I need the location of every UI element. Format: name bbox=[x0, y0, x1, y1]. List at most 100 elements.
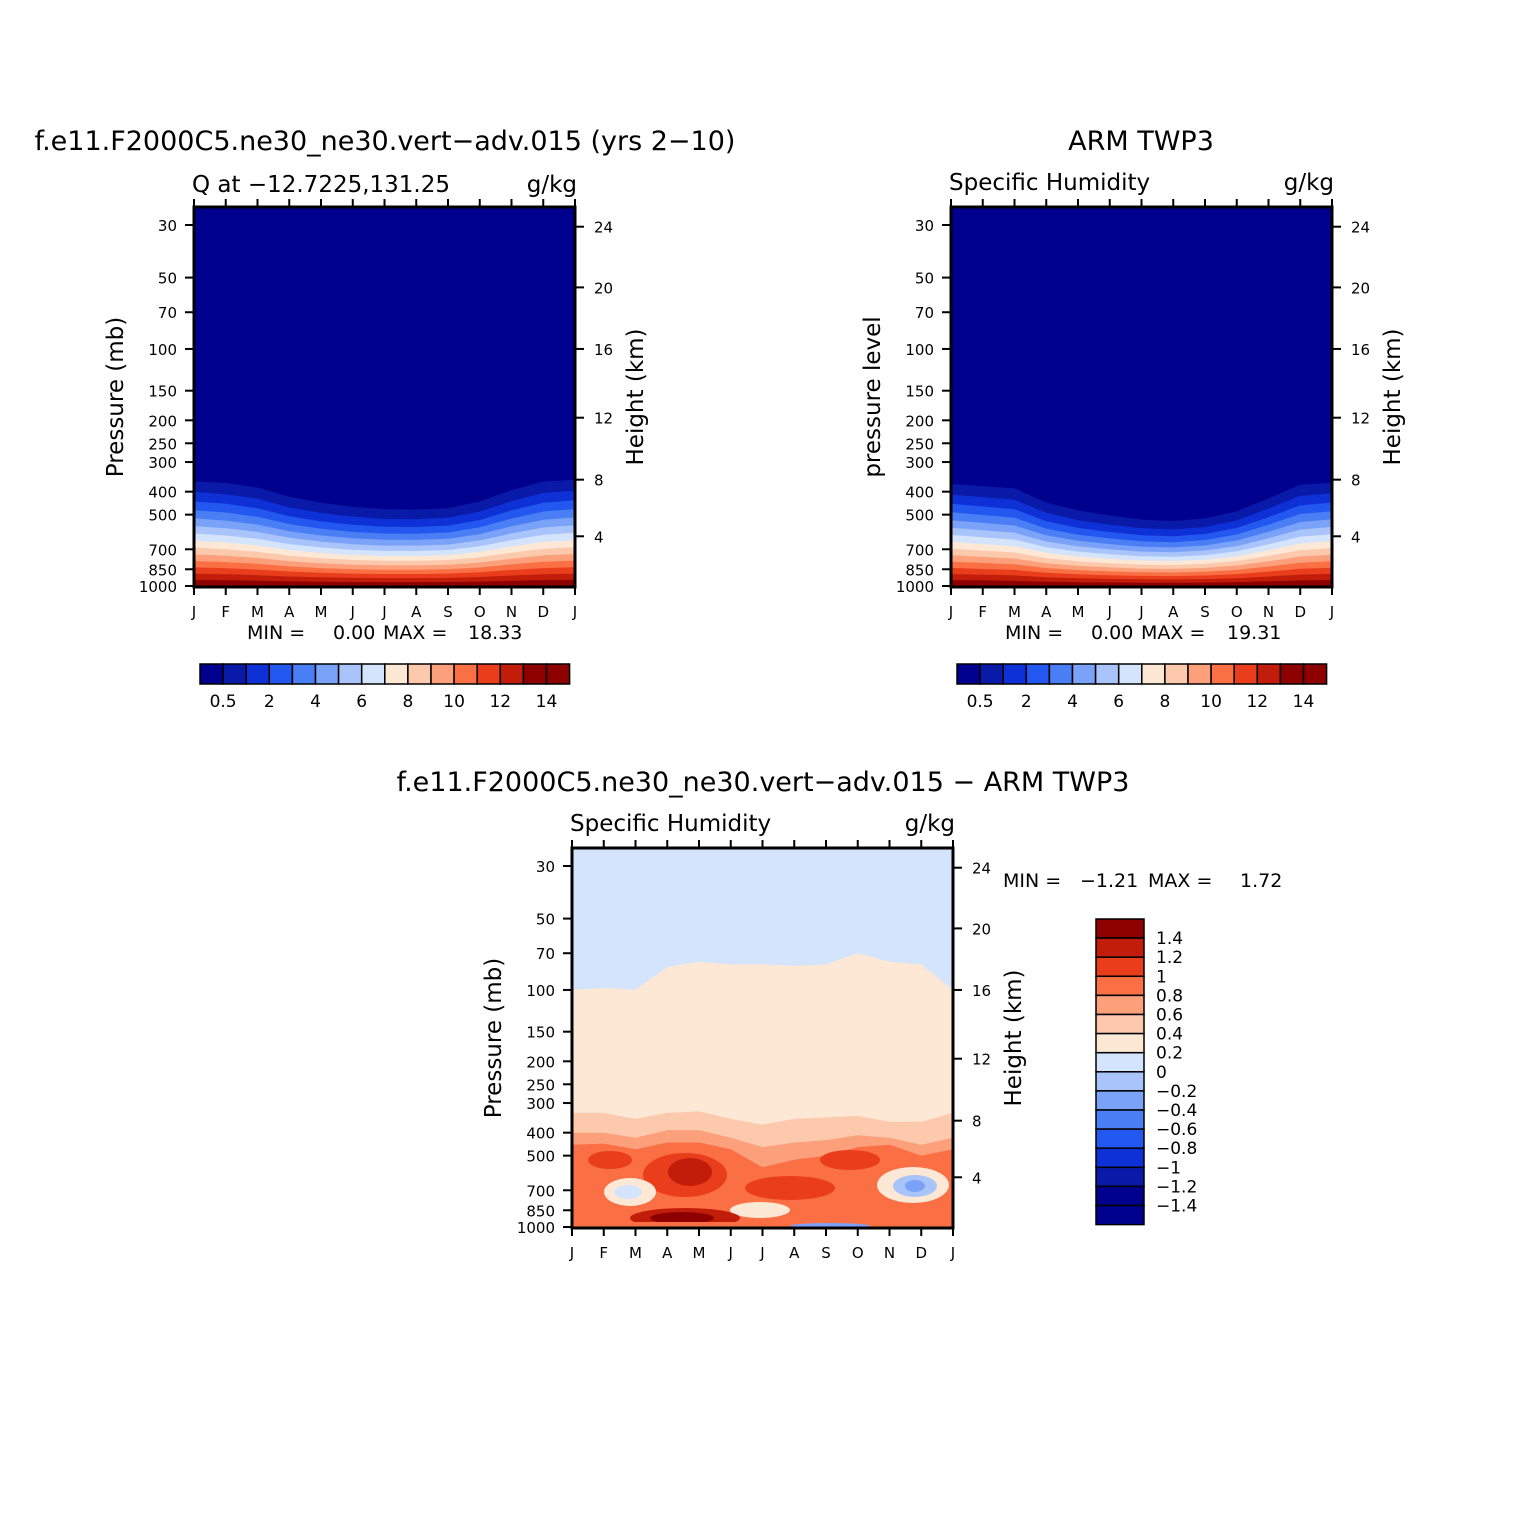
panel-c-ylabel-right: Height (km) bbox=[1001, 969, 1027, 1106]
panel-c-subtitle-right: g/kg bbox=[905, 811, 955, 837]
panel-b-colorbar-label: 0.5 bbox=[967, 692, 994, 712]
panel-c-colorbar-swatch bbox=[1095, 1013, 1145, 1035]
panel-c-ytick-label: 850 bbox=[526, 1202, 555, 1220]
panel-b-colorbar-swatch bbox=[1002, 663, 1028, 685]
panel-c-xtick-label: S bbox=[821, 1244, 831, 1262]
panel-a-ytick-label: 500 bbox=[148, 507, 177, 525]
panel-a-colorbar-swatch bbox=[453, 663, 478, 685]
panel-c-ytick-label: 50 bbox=[536, 911, 555, 929]
panel-a-xtick-label: A bbox=[411, 603, 422, 621]
panel-c-colorbar-label: 0.8 bbox=[1156, 986, 1183, 1006]
panel-c-colorbar-swatch bbox=[1095, 994, 1145, 1016]
panel-c-ytick-label: 500 bbox=[526, 1148, 555, 1166]
panel-c-colorbar-label: −1 bbox=[1156, 1158, 1181, 1178]
panel-b-ytick-label: 400 bbox=[905, 484, 934, 502]
panel-c-blob-aug-mid bbox=[745, 1176, 835, 1200]
panel-b-xtick-label: J bbox=[1329, 603, 1334, 621]
panel-a-max-label: MAX = bbox=[383, 622, 447, 644]
panel-b-xtick-label: N bbox=[1263, 603, 1274, 621]
panel-b-ytick-label: 250 bbox=[905, 435, 934, 453]
panel-c-blob-jan-mid bbox=[588, 1151, 632, 1169]
panel-b-xtick-label: A bbox=[1041, 603, 1052, 621]
panel-b-ytick-label: 850 bbox=[905, 561, 934, 579]
panel-b-colorbar-swatch bbox=[1187, 663, 1212, 685]
panel-a-colorbar-label: 2 bbox=[264, 692, 275, 712]
panel-b-ylabel: pressure level bbox=[860, 316, 886, 477]
panel-c-blob-feb-neg bbox=[614, 1185, 642, 1199]
panel-b-colorbar-label: 6 bbox=[1113, 692, 1124, 712]
panel-c-min-value: −1.21 bbox=[1080, 870, 1138, 892]
panel-c-colorbar-label: −0.2 bbox=[1156, 1082, 1197, 1102]
panel-a-xtick-label: M bbox=[251, 603, 264, 621]
panel-b-ytick-label: 30 bbox=[915, 217, 934, 235]
panel-a-colorbar-swatch bbox=[476, 663, 502, 685]
panel-a-xtick-label: M bbox=[315, 603, 328, 621]
panel-a-minmax: MIN = 0.00 MAX = 18.33 bbox=[247, 622, 522, 644]
panel-b-max-label: MAX = bbox=[1141, 622, 1205, 644]
panel-a-max-value: 18.33 bbox=[468, 622, 522, 644]
panel-a-ytick-right-label: 8 bbox=[594, 472, 604, 490]
panel-b-colorbar-label: 8 bbox=[1159, 692, 1170, 712]
panel-c-ytick-right-label: 16 bbox=[972, 982, 991, 1000]
panel-b-ytick-label: 500 bbox=[905, 507, 934, 525]
panel-b-xtick-label: F bbox=[978, 603, 987, 621]
panel-b-colorbar-swatch bbox=[1071, 663, 1097, 685]
panel-c-field bbox=[572, 848, 953, 1228]
panel-a-colorbar-swatch bbox=[222, 663, 247, 685]
panel-c-blob-surface-core bbox=[650, 1212, 714, 1224]
panel-a-colorbar-swatch bbox=[268, 663, 294, 685]
panel-b-ytick-right-label: 20 bbox=[1351, 279, 1370, 297]
panel-a-colorbar-swatch bbox=[407, 663, 432, 685]
panel-a-colorbar-label: 10 bbox=[443, 692, 465, 712]
panel-b-minmax: MIN = 0.00 MAX = 19.31 bbox=[1005, 622, 1281, 644]
panel-c-colorbar-swatch bbox=[1095, 1128, 1145, 1149]
panel-a-colorbar-swatch bbox=[499, 663, 525, 685]
panel-a-xtick-label: J bbox=[191, 603, 196, 621]
panel-a-subtitle-left: Q at −12.7225,131.25 bbox=[192, 172, 450, 198]
panel-a-ytick-label: 50 bbox=[158, 270, 177, 288]
panel-b-max-value: 19.31 bbox=[1227, 622, 1281, 644]
panel-b-xtick-label: J bbox=[1107, 603, 1112, 621]
panel-c-xtick-label: J bbox=[569, 1244, 574, 1262]
panel-a-ytick-label: 250 bbox=[148, 435, 177, 453]
panel-a-field bbox=[194, 207, 575, 587]
panel-c-colorbar-swatch bbox=[1095, 1204, 1145, 1226]
panel-c-blob-apr-core bbox=[668, 1158, 712, 1186]
panel-c-colorbar-swatch bbox=[1095, 956, 1145, 978]
panel-b-xtick-label: M bbox=[1072, 603, 1085, 621]
panel-c-colorbar: 1.41.210.80.60.40.20−0.2−0.4−0.6−0.8−1−1… bbox=[1095, 918, 1197, 1226]
panel-b-colorbar: 0.5 2 4 6 8 10 12 14 bbox=[956, 663, 1328, 712]
panel-b-subtitle-right: g/kg bbox=[1284, 170, 1334, 196]
panel-b-xtick-label: A bbox=[1168, 603, 1179, 621]
panel-c-ytick-label: 150 bbox=[526, 1024, 555, 1042]
panel-a-colorbar-label: 6 bbox=[356, 692, 367, 712]
panel-b-colorbar-swatch bbox=[1302, 663, 1328, 685]
panel-b-colorbar-label: 4 bbox=[1067, 692, 1078, 712]
panel-c-xtick-label: A bbox=[789, 1244, 800, 1262]
panel-c-subtitle-left: Specific Humidity bbox=[570, 811, 771, 837]
panel-b-ytick-right-label: 12 bbox=[1351, 410, 1370, 428]
panel-b-band-14 bbox=[951, 580, 1332, 587]
panel-a-colorbar-swatch bbox=[245, 663, 271, 685]
panel-a-ytick-label: 400 bbox=[148, 484, 177, 502]
panel-c-ytick-label: 400 bbox=[526, 1125, 555, 1143]
panel-c-xtick-label: M bbox=[693, 1244, 706, 1262]
panel-a-colorbar-swatch bbox=[337, 663, 363, 685]
panel-c-xtick-label: J bbox=[950, 1244, 955, 1262]
panel-a-colorbar-swatch bbox=[199, 663, 224, 685]
panel-b-ylabel-right: Height (km) bbox=[1380, 328, 1406, 465]
panel-c-min-label: MIN = bbox=[1003, 870, 1061, 892]
panel-c-xtick-label: M bbox=[629, 1244, 642, 1262]
panel-b-ytick-label: 50 bbox=[915, 270, 934, 288]
panel-a-ytick-label: 150 bbox=[148, 383, 177, 401]
panel-a-xtick-label: D bbox=[537, 603, 549, 621]
panel-c-colorbar-label: −0.4 bbox=[1156, 1101, 1197, 1121]
panel-c-colorbar-label: 1 bbox=[1156, 967, 1167, 987]
panel-c-ytick-label: 700 bbox=[526, 1182, 555, 1200]
panel-c-colorbar-swatch bbox=[1095, 1147, 1145, 1169]
panel-a-colorbar-swatch bbox=[522, 663, 548, 685]
panel-a-ytick-label: 70 bbox=[158, 304, 177, 322]
panel-c-colorbar-swatch bbox=[1095, 1090, 1145, 1111]
